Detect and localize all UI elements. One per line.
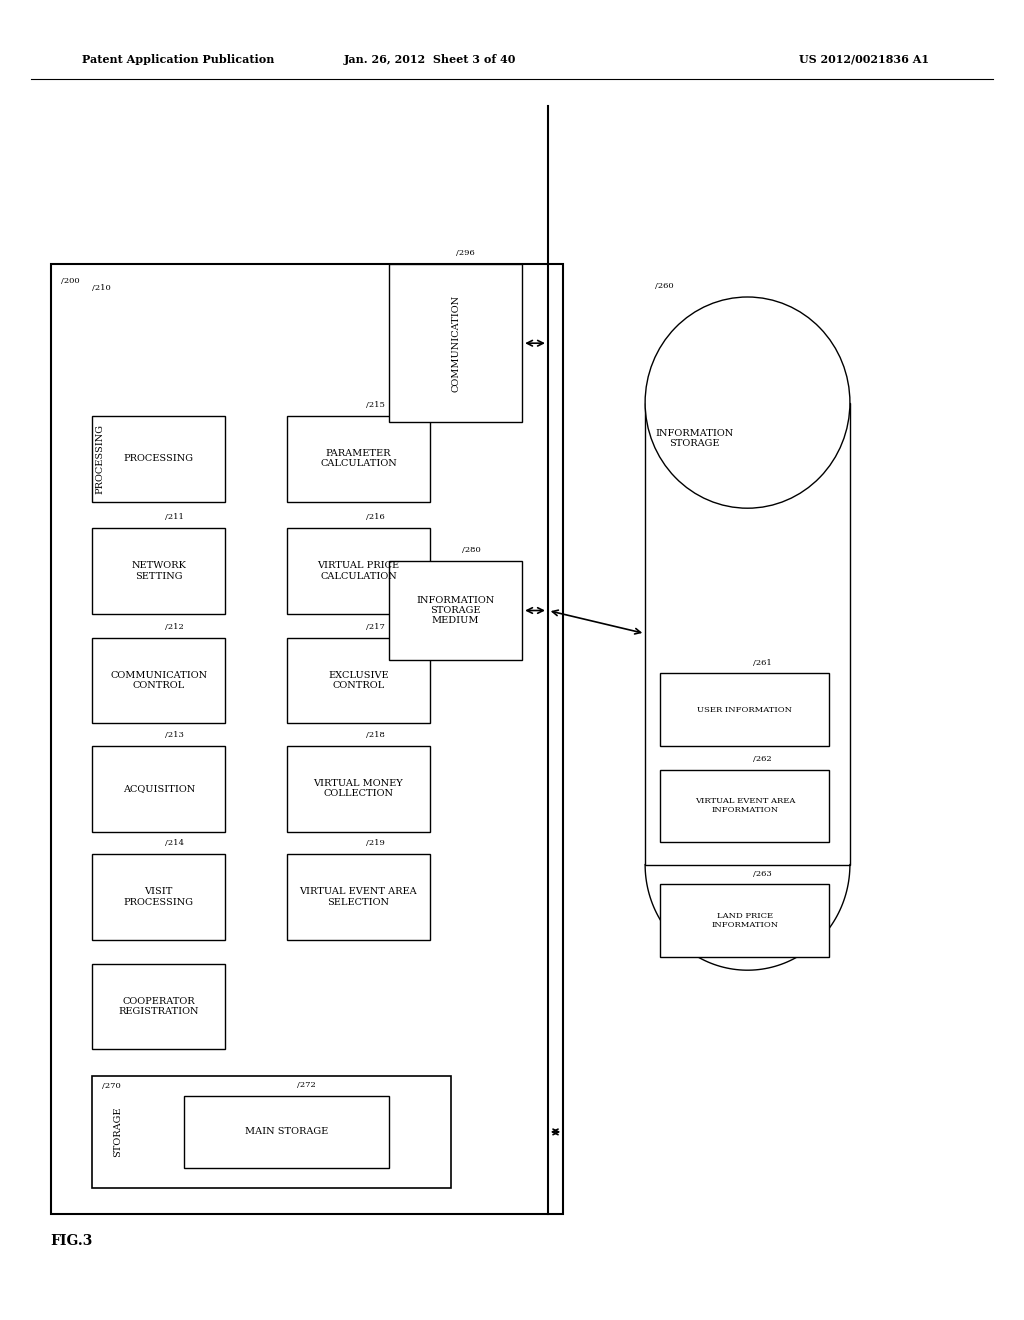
Text: /260: /260 bbox=[655, 282, 674, 290]
Text: /211: /211 bbox=[166, 513, 184, 521]
Text: /212: /212 bbox=[166, 623, 184, 631]
Text: /261: /261 bbox=[754, 659, 772, 667]
FancyBboxPatch shape bbox=[389, 561, 522, 660]
Text: /215: /215 bbox=[366, 401, 384, 409]
Text: LAND PRICE
INFORMATION: LAND PRICE INFORMATION bbox=[712, 912, 778, 929]
FancyBboxPatch shape bbox=[389, 264, 522, 422]
FancyBboxPatch shape bbox=[92, 638, 225, 723]
Text: INFORMATION
STORAGE: INFORMATION STORAGE bbox=[655, 429, 733, 449]
Text: Jan. 26, 2012  Sheet 3 of 40: Jan. 26, 2012 Sheet 3 of 40 bbox=[344, 54, 516, 65]
FancyBboxPatch shape bbox=[660, 770, 829, 842]
Text: STORAGE: STORAGE bbox=[113, 1106, 122, 1158]
Text: PARAMETER
CALCULATION: PARAMETER CALCULATION bbox=[321, 449, 396, 469]
Text: /296: /296 bbox=[456, 249, 474, 257]
Text: VISIT
PROCESSING: VISIT PROCESSING bbox=[124, 887, 194, 907]
Text: PROCESSING: PROCESSING bbox=[124, 454, 194, 463]
FancyBboxPatch shape bbox=[287, 854, 430, 940]
FancyBboxPatch shape bbox=[287, 638, 430, 723]
Text: US 2012/0021836 A1: US 2012/0021836 A1 bbox=[799, 54, 929, 65]
FancyBboxPatch shape bbox=[92, 416, 225, 502]
FancyBboxPatch shape bbox=[92, 854, 225, 940]
Text: EXCLUSIVE
CONTROL: EXCLUSIVE CONTROL bbox=[328, 671, 389, 690]
Text: VIRTUAL PRICE
CALCULATION: VIRTUAL PRICE CALCULATION bbox=[317, 561, 399, 581]
Text: VIRTUAL EVENT AREA
SELECTION: VIRTUAL EVENT AREA SELECTION bbox=[300, 887, 417, 907]
Text: COMMUNICATION
CONTROL: COMMUNICATION CONTROL bbox=[111, 671, 207, 690]
Text: /218: /218 bbox=[366, 731, 384, 739]
FancyBboxPatch shape bbox=[287, 746, 430, 832]
FancyBboxPatch shape bbox=[92, 746, 225, 832]
Text: COOPERATOR
REGISTRATION: COOPERATOR REGISTRATION bbox=[119, 997, 199, 1016]
Text: /214: /214 bbox=[166, 840, 184, 847]
FancyBboxPatch shape bbox=[660, 673, 829, 746]
Ellipse shape bbox=[645, 297, 850, 508]
Text: FIG.3: FIG.3 bbox=[50, 1234, 93, 1247]
Text: /213: /213 bbox=[166, 731, 184, 739]
Text: /200: /200 bbox=[61, 277, 80, 285]
Text: Patent Application Publication: Patent Application Publication bbox=[82, 54, 274, 65]
Text: MAIN STORAGE: MAIN STORAGE bbox=[245, 1127, 329, 1137]
Text: /216: /216 bbox=[366, 513, 384, 521]
Text: VIRTUAL EVENT AREA
INFORMATION: VIRTUAL EVENT AREA INFORMATION bbox=[694, 797, 796, 814]
FancyBboxPatch shape bbox=[92, 964, 225, 1049]
FancyBboxPatch shape bbox=[645, 403, 850, 865]
Text: COMMUNICATION: COMMUNICATION bbox=[452, 294, 460, 392]
Text: /217: /217 bbox=[366, 623, 384, 631]
FancyBboxPatch shape bbox=[92, 528, 225, 614]
Text: PROCESSING: PROCESSING bbox=[95, 424, 104, 494]
Text: /263: /263 bbox=[754, 870, 772, 878]
FancyBboxPatch shape bbox=[660, 884, 829, 957]
FancyBboxPatch shape bbox=[287, 528, 430, 614]
Text: /280: /280 bbox=[463, 546, 481, 554]
Text: INFORMATION
STORAGE
MEDIUM: INFORMATION STORAGE MEDIUM bbox=[417, 595, 495, 626]
Text: /210: /210 bbox=[92, 284, 111, 292]
Text: /262: /262 bbox=[754, 755, 772, 763]
Text: /219: /219 bbox=[366, 840, 384, 847]
FancyBboxPatch shape bbox=[184, 1096, 389, 1168]
Text: USER INFORMATION: USER INFORMATION bbox=[697, 705, 793, 714]
Text: ACQUISITION: ACQUISITION bbox=[123, 784, 195, 793]
FancyBboxPatch shape bbox=[287, 416, 430, 502]
Text: VIRTUAL MONEY
COLLECTION: VIRTUAL MONEY COLLECTION bbox=[313, 779, 403, 799]
Text: /270: /270 bbox=[102, 1082, 121, 1090]
Text: NETWORK
SETTING: NETWORK SETTING bbox=[131, 561, 186, 581]
Text: /272: /272 bbox=[297, 1081, 315, 1089]
